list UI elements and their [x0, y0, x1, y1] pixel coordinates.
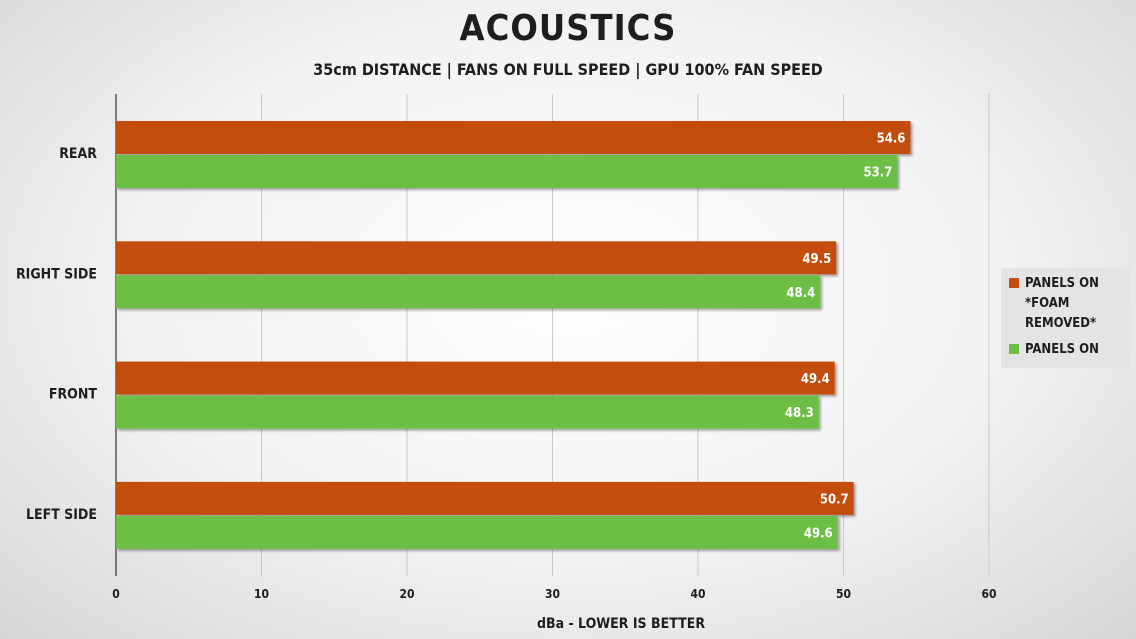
category-label-left-side: LEFT SIDE [26, 507, 97, 523]
legend-item-foam-removed: PANELS ON *FOAM REMOVED* [1009, 274, 1127, 334]
bar-rear-series-1 [116, 121, 911, 154]
legend-label-panels-on: PANELS ON [1025, 342, 1099, 357]
bar-front-series-1 [116, 361, 835, 395]
data-label-rear-series-1: 54.6 [877, 132, 906, 147]
data-label-right-side-series-2: 48.4 [786, 286, 815, 301]
x-axis-title: dBa - LOWER IS BETTER [537, 616, 705, 632]
bar-rear-series-2 [116, 155, 898, 188]
chart-subtitle: 35cm DISTANCE | FANS ON FULL SPEED | GPU… [313, 60, 823, 79]
bar-left-side-series-2 [116, 515, 838, 549]
legend-swatch-foam-removed [1009, 278, 1019, 288]
data-label-rear-series-2: 53.7 [863, 166, 892, 181]
legend-item-panels-on: PANELS ON [1009, 340, 1127, 360]
category-label-front: FRONT [49, 387, 98, 403]
legend-swatch-panels-on [1009, 344, 1019, 354]
x-tick-label-60: 60 [981, 587, 996, 601]
data-label-right-side-series-1: 49.5 [802, 252, 831, 267]
x-tick-label-20: 20 [399, 587, 414, 601]
data-label-front-series-2: 48.3 [785, 406, 814, 421]
bar-right-side-series-1 [116, 241, 837, 275]
category-label-rear: REAR [59, 146, 97, 162]
bar-left-side-series-1 [116, 481, 854, 515]
chart-title: ACOUSTICS [459, 8, 677, 49]
x-tick-label-30: 30 [545, 587, 560, 601]
data-label-front-series-1: 49.4 [801, 372, 830, 387]
data-label-left-side-series-1: 50.7 [820, 492, 849, 507]
bar-front-series-2 [116, 395, 819, 429]
bar-right-side-series-2 [116, 275, 821, 309]
x-tick-label-50: 50 [836, 587, 851, 601]
x-tick-label-40: 40 [690, 587, 705, 601]
data-label-left-side-series-2: 49.6 [804, 526, 833, 541]
legend: PANELS ON *FOAM REMOVED* PANELS ON [1001, 268, 1131, 368]
x-tick-label-10: 10 [254, 587, 269, 601]
x-tick-label-0: 0 [112, 587, 120, 601]
legend-label-foam-removed: PANELS ON *FOAM REMOVED* [1025, 276, 1099, 331]
category-label-right-side: RIGHT SIDE [16, 266, 97, 282]
